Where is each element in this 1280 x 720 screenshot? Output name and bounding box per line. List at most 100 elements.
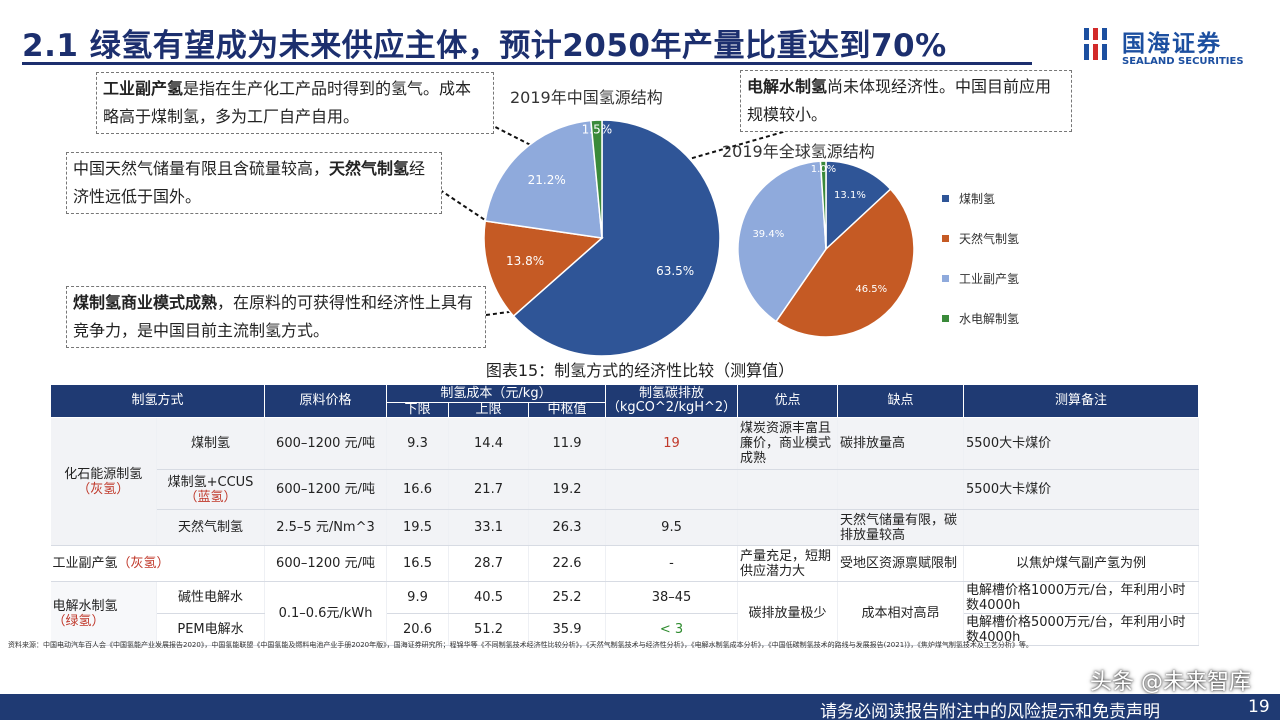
cell-emission: < 3 — [605, 613, 739, 646]
group-name: 电解水制氢 — [52, 598, 118, 614]
china-pie-label-1: 13.8% — [506, 254, 544, 268]
note-bold: 电解水制氢 — [747, 77, 828, 96]
legend-label: 水电解制氢 — [959, 311, 1020, 326]
group-tag: （灰氢） — [77, 481, 130, 497]
sub-method: PEM电解水 — [156, 613, 266, 646]
legend-item-industrial: 工业副产氢 — [942, 258, 1019, 298]
cell-remark: 电解槽价格1000万元/台，年利用小时数4000h — [963, 581, 1200, 614]
cell-remark: 电解槽价格5000万元/台，年利用小时数4000h — [963, 613, 1200, 646]
group-tag: （灰氢） — [117, 556, 170, 571]
note-bold: 天然气制氢 — [329, 159, 410, 178]
cell-remark — [963, 509, 1200, 546]
cell-mid: 26.3 — [528, 509, 607, 546]
header-mid: 中枢值 — [528, 402, 607, 418]
cell-cons: 受地区资源禀赋限制 — [837, 545, 965, 582]
china-pie-label-0: 63.5% — [656, 264, 694, 278]
cell-pros — [737, 469, 839, 510]
cell-cons: 成本相对高昂 — [837, 581, 965, 646]
table-row: 电解水制氢 （绿氢） 碱性电解水 0.1–0.6元/kWh 9.9 40.5 25… — [50, 581, 1200, 646]
table-row: 天然气制氢 2.5–5 元/Nm^3 19.5 33.1 26.3 9.5 天然… — [51, 509, 1200, 546]
cell-price: 600–1200 元/吨 — [264, 417, 388, 470]
logo-mark-icon — [1082, 28, 1110, 60]
sources-note: 资料来源：中国电动汽车百人会《中国氢能产业发展报告2020》，中国氢能联盟《中国… — [8, 641, 1033, 649]
cell-low: 16.5 — [386, 545, 450, 582]
header-pros: 优点 — [737, 384, 839, 418]
cell-emission: 9.5 — [605, 509, 739, 546]
cell-high: 28.7 — [448, 545, 530, 582]
watermark: 头条 @未来智库 — [1090, 670, 1251, 695]
cell-mid: 11.9 — [528, 417, 607, 470]
note-bold: 工业副产氢 — [103, 79, 184, 98]
cell-low: 20.6 — [386, 613, 450, 646]
china-pie-slice-0 — [512, 119, 721, 357]
group-name: 工业副产氢 — [52, 556, 118, 571]
cell-high: 40.5 — [448, 581, 530, 614]
note-text: ，在原料的可获得性和经济性上具有竞争力，是中国目前主流制氢方式。 — [73, 293, 474, 340]
legend-item-coal: 煤制氢 — [942, 178, 1019, 218]
global-pie-slice-2 — [737, 160, 827, 323]
legend-label: 煤制氢 — [959, 191, 996, 206]
note-bold: 煤制氢商业模式成熟 — [73, 293, 218, 312]
sub-method: 煤制氢 — [156, 417, 266, 470]
china-pie-slice-2 — [484, 119, 603, 239]
note-natural-gas: 中国天然气储量有限且含硫量较高，天然气制氢经济性远低于国外。 — [66, 152, 442, 214]
global-pie-label-3: 1.0% — [811, 164, 836, 175]
legend-label: 工业副产氢 — [959, 271, 1020, 286]
cell-low: 16.6 — [386, 469, 450, 510]
global-pie-label-2: 39.4% — [752, 229, 784, 240]
logo-cn-text: 国海证券 — [1122, 31, 1222, 57]
note-text: 是指在生产化工产品时得到的氢气。成本略高于煤制氢，多为工厂自产自用。 — [103, 79, 472, 126]
legend-label: 天然气制氢 — [959, 231, 1020, 246]
cell-mid: 19.2 — [528, 469, 607, 510]
group-industrial: 工业副产氢（灰氢） — [50, 545, 266, 582]
global-pie-label-0: 13.1% — [834, 190, 866, 201]
company-logo: 国海证券 SEALAND SECURITIES — [1082, 22, 1262, 70]
table-caption: 图表15：制氢方式的经济性比较（测算值） — [485, 361, 795, 380]
table-row: 化石能源制氢 （灰氢） 煤制氢 600–1200 元/吨 9.3 14.4 11.… — [50, 417, 1200, 546]
cost-comparison-table: 制氢方式 原料价格 制氢成本（元/kg） 制氢碳排放（kgCO^2/kgH^2）… — [49, 384, 1200, 646]
footer-bar — [0, 694, 1280, 720]
note-industrial-hydrogen: 工业副产氢是指在生产化工产品时得到的氢气。成本略高于煤制氢，多为工厂自产自用。 — [96, 72, 494, 134]
global-pie-title: 2019年全球氢源结构 — [722, 142, 875, 161]
cell-pros: 煤炭资源丰富且廉价，商业模式成熟 — [737, 417, 839, 470]
header-price: 原料价格 — [264, 384, 388, 418]
cell-low: 9.9 — [386, 581, 450, 614]
china-pie-slice-1 — [483, 220, 604, 318]
cell-remark: 5500大卡煤价 — [963, 469, 1200, 510]
sub-method: 天然气制氢 — [156, 509, 266, 546]
callout-line — [457, 107, 561, 161]
sub-method: 煤制氢+CCUS （蓝氢） — [156, 469, 266, 510]
legend-swatch — [942, 234, 949, 242]
note-electrolysis: 电解水制氢尚未体现经济性。中国目前应用规模较小。 — [740, 70, 1072, 132]
group-name: 化石能源制氢 — [64, 466, 143, 482]
note-tail: 经济性远低于国外。 — [73, 159, 426, 206]
legend-swatch — [942, 314, 949, 322]
pie-legend: 煤制氢 天然气制氢 工业副产氢 水电解制氢 — [942, 178, 1019, 338]
cell-remark: 5500大卡煤价 — [963, 417, 1200, 470]
global-pie-slice-0 — [825, 160, 892, 251]
page-title: 2.1 绿氢有望成为未来供应主体，预计2050年产量比重达到70% — [22, 28, 947, 64]
header-cost: 制氢成本（元/kg） — [386, 384, 607, 403]
cell-cons: 天然气储量有限，碳排放量较高 — [837, 509, 965, 546]
header-cons: 缺点 — [837, 384, 965, 418]
cell-high: 21.7 — [448, 469, 530, 510]
global-pie-slice-3 — [819, 160, 827, 250]
table-row: PEM电解水 20.6 51.2 35.9 < 3 电解槽价格5000万元/台，… — [51, 613, 1200, 646]
legend-item-gas: 天然气制氢 — [942, 218, 1019, 258]
header-emission: 制氢碳排放（kgCO^2/kgH^2） — [605, 384, 739, 418]
sub-name: 煤制氢+CCUS — [167, 474, 254, 490]
cell-price: 600–1200 元/吨 — [264, 545, 388, 582]
china-pie-title: 2019年中国氢源结构 — [510, 88, 663, 107]
title-underline — [22, 62, 1032, 65]
table-row: 煤制氢+CCUS （蓝氢） 600–1200 元/吨 16.6 21.7 19.2… — [51, 469, 1200, 510]
global-pie-label-1: 46.5% — [855, 284, 887, 295]
note-coal-hydrogen: 煤制氢商业模式成熟，在原料的可获得性和经济性上具有竞争力，是中国目前主流制氢方式… — [66, 286, 486, 348]
cell-price: 600–1200 元/吨 — [264, 469, 388, 510]
cell-high: 51.2 — [448, 613, 530, 646]
group-fossil: 化石能源制氢 （灰氢） — [50, 417, 157, 546]
cell-price: 0.1–0.6元/kWh — [264, 581, 388, 646]
disclaimer-text: 请务必阅读报告附注中的风险提示和免责声明 — [820, 702, 1160, 720]
legend-swatch — [942, 274, 949, 282]
header-remark: 测算备注 — [963, 384, 1200, 418]
table-row: 工业副产氢（灰氢） 600–1200 元/吨 16.5 28.7 22.6 - … — [50, 545, 1200, 582]
